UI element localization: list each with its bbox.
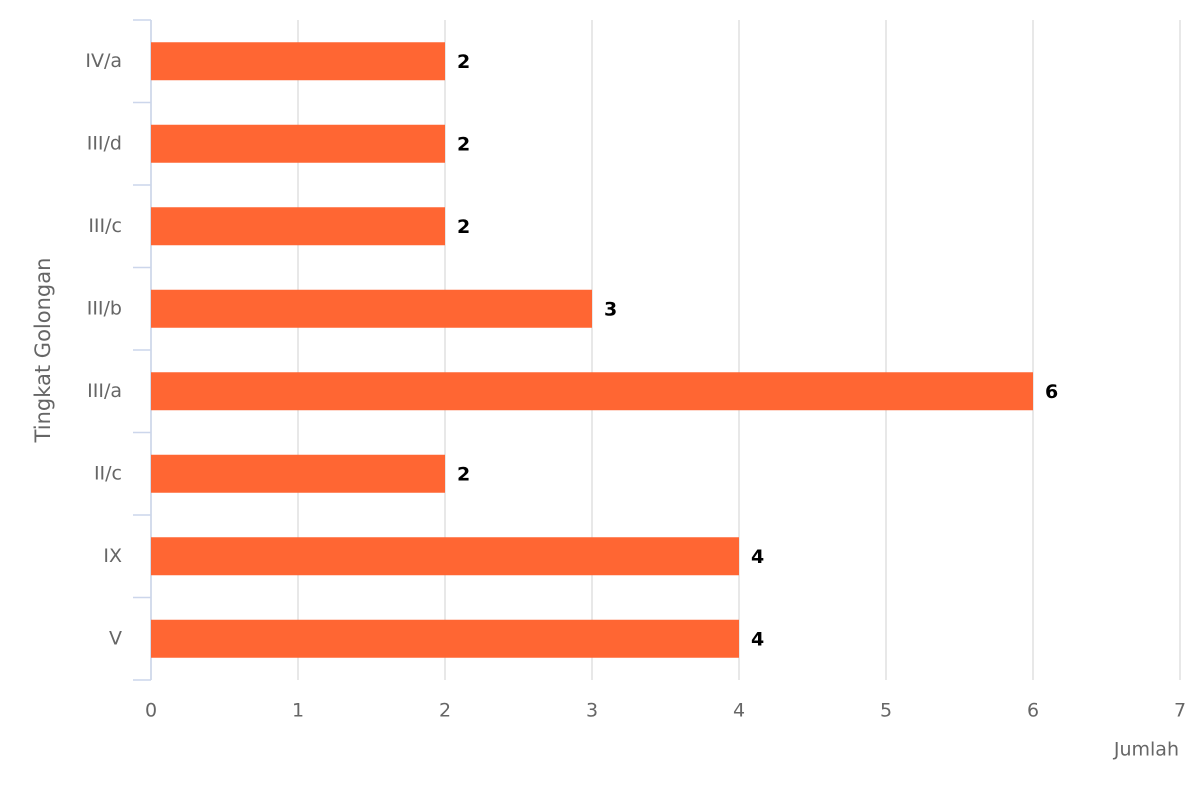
x-tick-label: 6 xyxy=(1027,700,1039,722)
bar xyxy=(151,619,739,658)
y-tick-label: III/a xyxy=(87,380,122,402)
y-axis-label: Tingkat Golongan xyxy=(31,258,55,444)
bar xyxy=(151,124,445,163)
bar xyxy=(151,289,592,328)
bar xyxy=(151,372,1033,411)
x-tick-label: 0 xyxy=(145,700,157,722)
data-label: 6 xyxy=(1045,381,1058,403)
data-label: 3 xyxy=(604,298,617,320)
x-tick-label: 5 xyxy=(880,700,892,722)
data-label: 2 xyxy=(457,216,470,238)
bar xyxy=(151,42,445,81)
x-tick-label: 1 xyxy=(292,700,304,722)
data-label: 4 xyxy=(751,628,764,650)
y-tick-label: IV/a xyxy=(85,50,122,72)
data-label: 2 xyxy=(457,463,470,485)
x-axis-label: Jumlah xyxy=(1113,739,1179,761)
y-tick-label: IX xyxy=(103,545,122,567)
y-tick-label: II/c xyxy=(94,462,122,484)
y-tick-label: III/b xyxy=(87,297,122,319)
y-tick-label: III/c xyxy=(88,215,122,237)
data-label: 2 xyxy=(457,51,470,73)
x-tick-label: 4 xyxy=(733,700,745,722)
y-tick-label: III/d xyxy=(87,132,122,154)
bar xyxy=(151,454,445,493)
bar xyxy=(151,207,445,246)
data-label: 4 xyxy=(751,546,764,568)
data-label: 2 xyxy=(457,133,470,155)
bar xyxy=(151,537,739,576)
y-tick-label: V xyxy=(109,627,122,649)
x-tick-label: 2 xyxy=(439,700,451,722)
x-tick-label: 3 xyxy=(586,700,598,722)
x-tick-label: 7 xyxy=(1174,700,1186,722)
